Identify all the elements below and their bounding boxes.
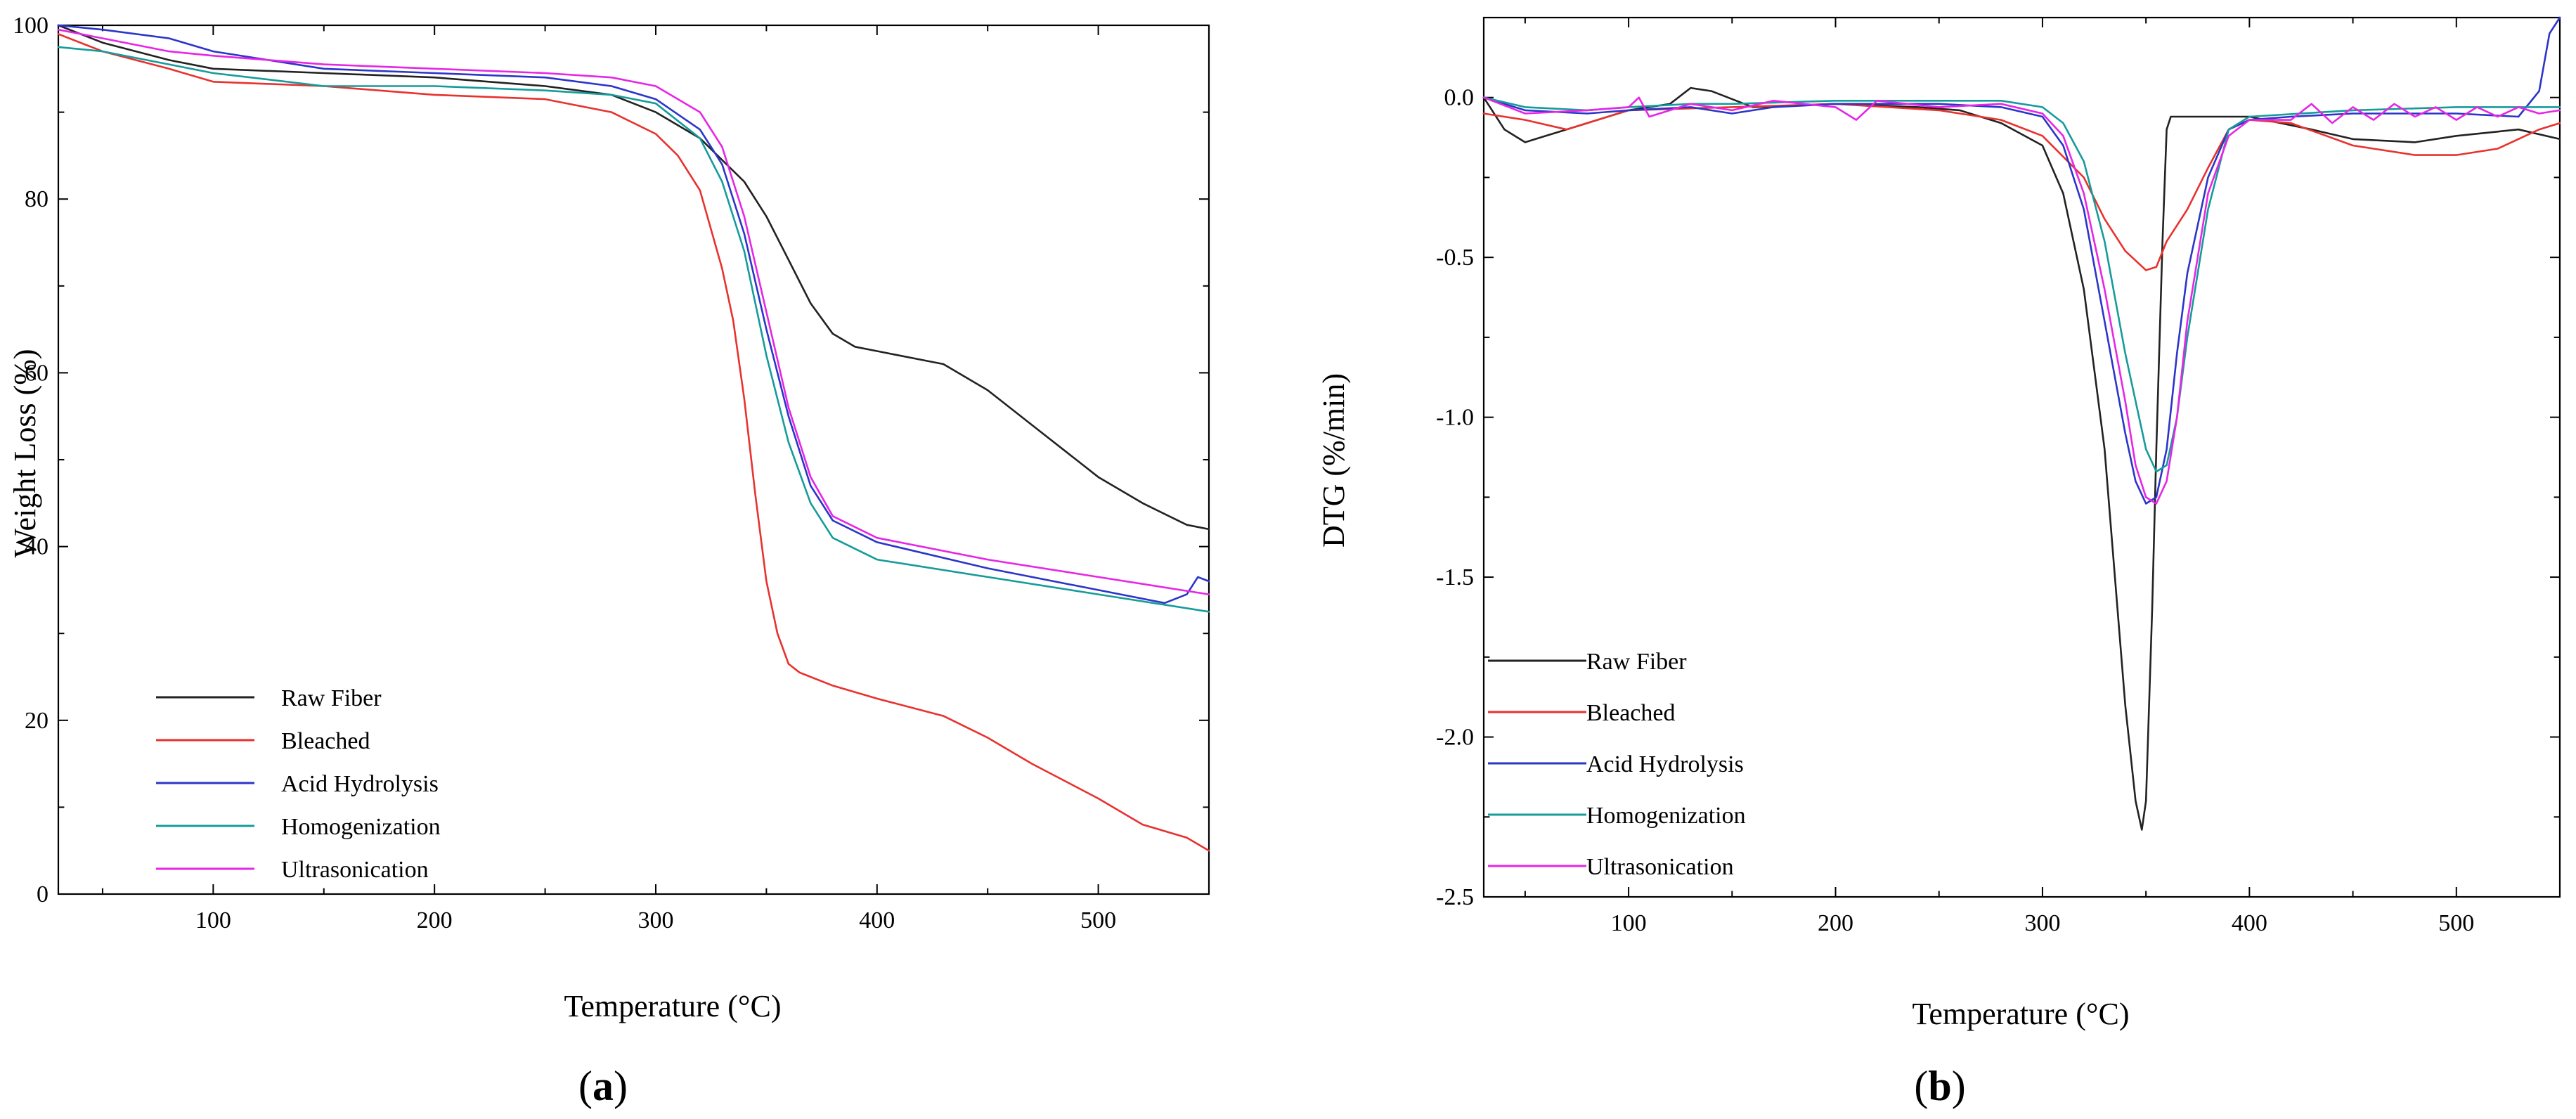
x-tick-label-b: 400 — [2232, 910, 2267, 936]
y-tick-label-b: -1.5 — [1436, 564, 1474, 590]
x-axis-title-b: Temperature (°C) — [1912, 997, 2130, 1031]
y-axis-title-a: Weight Loss (%) — [8, 349, 42, 557]
x-tick-label-b: 200 — [1818, 910, 1853, 936]
y-axis-title-b: DTG (%/min) — [1316, 373, 1351, 548]
y-tick-label-a: 20 — [25, 708, 48, 734]
legend-label-b: Acid Hydrolysis — [1586, 751, 1744, 777]
chart-panel-a: Temperature (°C) Weight Loss (%) (a) 100… — [8, 13, 1210, 1109]
legend-label-a: Ultrasonication — [281, 857, 429, 883]
x-tick-label-b: 100 — [1611, 910, 1647, 936]
legend-label-a: Acid Hydrolysis — [281, 771, 439, 797]
chart-panel-b: Temperature (°C) DTG (%/min) (b) 100 200 3… — [1316, 16, 2561, 1109]
legend-label-a: Bleached — [281, 728, 370, 754]
legend-label-b: Ultrasonication — [1586, 854, 1734, 880]
series-line-bleached-a — [57, 33, 1210, 852]
series-line-ultrasonication-a — [57, 28, 1210, 595]
series-line-homogenization-b — [1482, 96, 2561, 473]
y-tick-label-b: -0.5 — [1436, 245, 1474, 271]
series-line-bleached-b — [1482, 103, 2561, 271]
series-line-acid-hydrolysis-a — [57, 24, 1210, 604]
legend-label-b: Bleached — [1586, 700, 1676, 726]
plot-frame-b — [1482, 16, 2561, 898]
x-axis-title-a-unit: °C — [738, 989, 771, 1023]
x-tick-label-a: 300 — [637, 907, 673, 933]
series-line-ultrasonication-b — [1482, 96, 2561, 505]
x-tick-label-a: 400 — [859, 907, 895, 933]
panel-label-b-letter: b — [1928, 1063, 1951, 1109]
series-line-homogenization-a — [57, 46, 1210, 613]
series-line-acid-hydrolysis-b — [1482, 16, 2561, 505]
legend-label-b: Homogenization — [1586, 803, 1746, 829]
y-tick-label-a: 80 — [25, 186, 48, 212]
x-axis-title-a: Temperature (°C) — [564, 989, 782, 1023]
y-tick-label-b: 0.0 — [1444, 85, 1475, 111]
y-tick-label-a: 0 — [37, 881, 48, 907]
series-line-raw-fiber-a — [57, 24, 1210, 531]
y-tick-label-a: 100 — [13, 13, 48, 39]
x-tick-label-b: 300 — [2024, 910, 2060, 936]
x-tick-label-a: 200 — [417, 907, 453, 933]
legend-label-a: Raw Fiber — [281, 685, 382, 711]
y-tick-label-a: 60 — [25, 360, 48, 386]
y-tick-label-b: -1.0 — [1436, 405, 1474, 431]
y-tick-label-b: -2.5 — [1436, 884, 1474, 910]
x-axis-title-b-unit: °C — [2086, 997, 2119, 1031]
plot-frame-a — [57, 24, 1210, 895]
panel-label-b: (b) — [1914, 1063, 1965, 1109]
x-tick-label-a: 500 — [1080, 907, 1116, 933]
panel-label-a: (a) — [578, 1063, 628, 1109]
y-tick-label-b: -2.0 — [1436, 725, 1474, 751]
y-tick-label-a: 40 — [25, 534, 48, 560]
x-axis-title-a-text: Temperature — [564, 989, 720, 1023]
legend-label-b: Raw Fiber — [1586, 649, 1687, 675]
legend-label-a: Homogenization — [281, 814, 441, 840]
x-axis-title-b-text: Temperature — [1912, 997, 2069, 1031]
x-tick-label-a: 100 — [195, 907, 231, 933]
x-tick-label-b: 500 — [2438, 910, 2474, 936]
panel-label-a-letter: a — [593, 1063, 614, 1109]
